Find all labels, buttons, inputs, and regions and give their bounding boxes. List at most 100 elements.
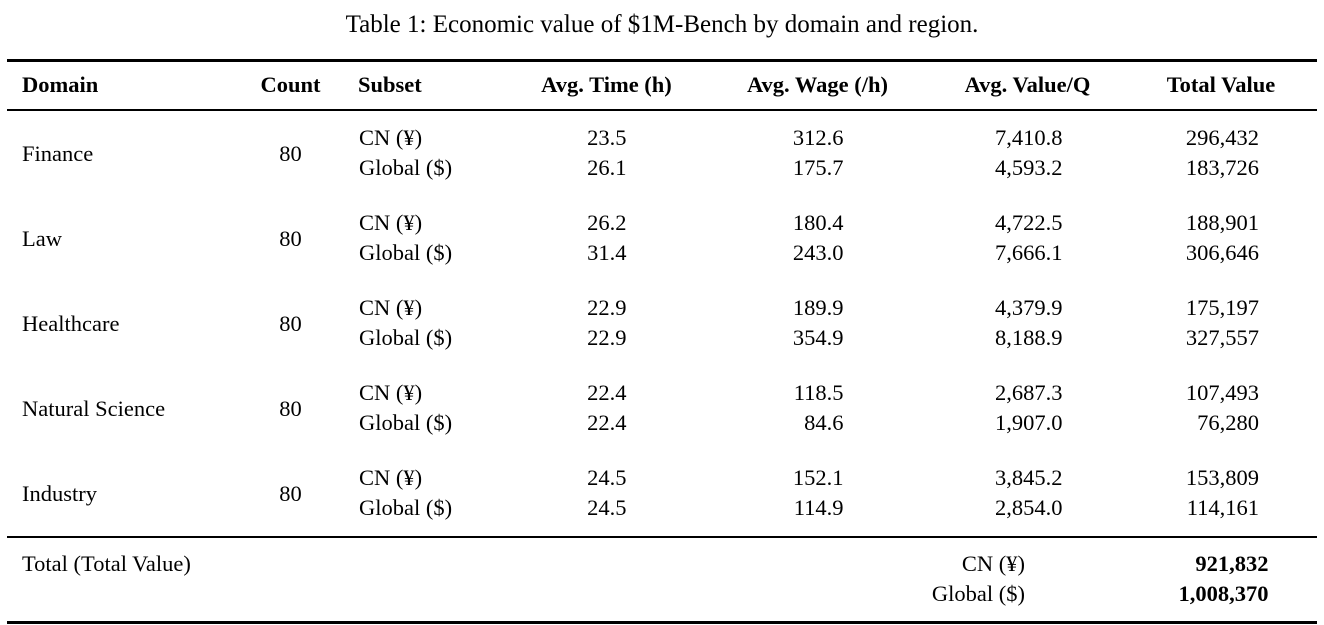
total-value-cell: 327,557 bbox=[1125, 323, 1317, 366]
cell-value: 8,188.9 bbox=[995, 325, 1063, 350]
total-value-total-cell: 1,008,370 bbox=[1125, 579, 1317, 623]
avg-time-cell: 31.4 bbox=[508, 238, 705, 281]
economic-value-table: Domain Count Subset Avg. Time (h) Avg. W… bbox=[7, 59, 1317, 624]
total-value-cell: 114,161 bbox=[1125, 493, 1317, 537]
col-header-domain: Domain bbox=[22, 72, 99, 97]
cell-value: 175,197 bbox=[1185, 295, 1259, 320]
cell-value: 22.9 bbox=[587, 295, 627, 320]
avg-wage-cell: 84.6 bbox=[705, 408, 930, 451]
cell-value: 22.4 bbox=[587, 410, 627, 435]
avg-wage-cell: 189.9 bbox=[705, 281, 930, 323]
subset-row-global: Global ($) 22.9 354.9 8,188.9 327,557 bbox=[7, 323, 1317, 366]
cell-value: 306,646 bbox=[1185, 240, 1259, 265]
cell-value: 153,809 bbox=[1185, 465, 1259, 490]
subset-cell: CN (¥) bbox=[359, 295, 423, 320]
subset-row-cn: Industry 80 CN (¥) 24.5 152.1 3,845.2 15… bbox=[7, 451, 1317, 506]
cell-value: 22.9 bbox=[587, 325, 627, 350]
cell-value: 114.9 bbox=[793, 495, 844, 520]
cell-value: 114,161 bbox=[1186, 495, 1259, 520]
subset-row-global: Global ($) 24.5 114.9 2,854.0 114,161 bbox=[7, 493, 1317, 537]
avg-value-q-cell: 4,593.2 bbox=[930, 153, 1125, 196]
total-subset-cell: Global ($) bbox=[931, 581, 1025, 606]
subset-cell: Global ($) bbox=[359, 240, 453, 265]
cell-value: 1,907.0 bbox=[995, 410, 1063, 435]
avg-time-cell: 24.5 bbox=[508, 493, 705, 537]
avg-value-q-cell: 7,666.1 bbox=[930, 238, 1125, 281]
domain-group-industry: Industry 80 CN (¥) 24.5 152.1 3,845.2 15… bbox=[7, 451, 1317, 537]
avg-value-q-cell: 8,188.9 bbox=[930, 323, 1125, 366]
avg-time-cell: 22.9 bbox=[508, 323, 705, 366]
avg-value-q-cell: 3,845.2 bbox=[930, 451, 1125, 493]
cell-value: 107,493 bbox=[1185, 380, 1259, 405]
domain-cell: Natural Science bbox=[22, 395, 166, 421]
domain-group-law: Law 80 CN (¥) 26.2 180.4 4,722.5 188,901… bbox=[7, 196, 1317, 281]
cell-value: 24.5 bbox=[587, 465, 627, 490]
cell-value: 3,845.2 bbox=[995, 465, 1063, 490]
subset-cell: CN (¥) bbox=[359, 125, 423, 150]
col-header-subset: Subset bbox=[358, 72, 422, 97]
domain-cell: Healthcare bbox=[22, 310, 120, 336]
subset-cell: Global ($) bbox=[359, 325, 453, 350]
table-header: Domain Count Subset Avg. Time (h) Avg. W… bbox=[7, 61, 1317, 110]
subset-cell: Global ($) bbox=[359, 495, 453, 520]
count-cell: 80 bbox=[279, 480, 302, 506]
cell-value: 2,854.0 bbox=[995, 495, 1063, 520]
cell-value: 23.5 bbox=[587, 125, 627, 150]
subset-row-global: Global ($) 26.1 175.7 4,593.2 183,726 bbox=[7, 153, 1317, 196]
cell-value: 7,410.8 bbox=[995, 125, 1063, 150]
cell-value: 175.7 bbox=[792, 155, 844, 180]
avg-time-cell: 22.4 bbox=[508, 408, 705, 451]
avg-value-q-cell: 2,854.0 bbox=[930, 493, 1125, 537]
cell-value: 31.4 bbox=[587, 240, 627, 265]
avg-value-q-cell: 7,410.8 bbox=[930, 110, 1125, 153]
avg-time-cell: 24.5 bbox=[508, 451, 705, 493]
col-header-avg-value-q: Avg. Value/Q bbox=[964, 72, 1091, 97]
header-row: Domain Count Subset Avg. Time (h) Avg. W… bbox=[7, 61, 1317, 110]
total-value-cell: 153,809 bbox=[1125, 451, 1317, 493]
total-row-global: Global ($) 1,008,370 bbox=[7, 579, 1317, 623]
avg-value-q-cell: 4,722.5 bbox=[930, 196, 1125, 238]
count-cell: 80 bbox=[279, 310, 302, 336]
col-header-count: Count bbox=[260, 72, 321, 97]
avg-time-cell: 26.2 bbox=[508, 196, 705, 238]
avg-value-q-cell: 2,687.3 bbox=[930, 366, 1125, 408]
domain-cell: Industry bbox=[22, 480, 97, 506]
cell-value: 26.2 bbox=[587, 210, 627, 235]
total-value-cell: 306,646 bbox=[1125, 238, 1317, 281]
avg-time-cell: 26.1 bbox=[508, 153, 705, 196]
cell-value: 921,832 bbox=[1195, 551, 1269, 576]
avg-time-cell: 22.9 bbox=[508, 281, 705, 323]
avg-wage-cell: 180.4 bbox=[705, 196, 930, 238]
total-value-cell: 76,280 bbox=[1125, 408, 1317, 451]
total-value-cell: 296,432 bbox=[1125, 110, 1317, 153]
cell-value: 243.0 bbox=[792, 240, 844, 265]
cell-value: 296,432 bbox=[1185, 125, 1259, 150]
domain-group-finance: Finance 80 CN (¥) 23.5 312.6 7,410.8 296… bbox=[7, 110, 1317, 196]
col-header-avg-time: Avg. Time (h) bbox=[541, 72, 672, 97]
avg-wage-cell: 118.5 bbox=[705, 366, 930, 408]
subset-cell: Global ($) bbox=[359, 410, 453, 435]
count-cell: 80 bbox=[279, 395, 302, 421]
cell-value: 180.4 bbox=[792, 210, 844, 235]
subset-row-cn: Law 80 CN (¥) 26.2 180.4 4,722.5 188,901 bbox=[7, 196, 1317, 251]
domain-group-healthcare: Healthcare 80 CN (¥) 22.9 189.9 4,379.9 … bbox=[7, 281, 1317, 366]
total-value-cell: 107,493 bbox=[1125, 366, 1317, 408]
domain-group-natural-science: Natural Science 80 CN (¥) 22.4 118.5 2,6… bbox=[7, 366, 1317, 451]
avg-time-cell: 22.4 bbox=[508, 366, 705, 408]
subset-row-global: Global ($) 31.4 243.0 7,666.1 306,646 bbox=[7, 238, 1317, 281]
avg-wage-cell: 114.9 bbox=[705, 493, 930, 537]
total-subset-cell: CN (¥) bbox=[961, 551, 1025, 576]
table-caption: Table 1: Economic value of $1M-Bench by … bbox=[345, 11, 979, 38]
cell-value: 7,666.1 bbox=[995, 240, 1063, 265]
cell-value: 118.5 bbox=[793, 380, 844, 405]
cell-value: 354.9 bbox=[792, 325, 844, 350]
cell-value: 26.1 bbox=[587, 155, 627, 180]
cell-value: 1,008,370 bbox=[1178, 581, 1269, 606]
col-header-avg-wage: Avg. Wage (/h) bbox=[746, 72, 889, 97]
domain-cell: Law bbox=[22, 225, 62, 251]
subset-row-cn: Healthcare 80 CN (¥) 22.9 189.9 4,379.9 … bbox=[7, 281, 1317, 336]
total-row-cn: Total (Total Value) CN (¥) 921,832 bbox=[7, 537, 1317, 579]
subset-cell: CN (¥) bbox=[359, 380, 423, 405]
avg-value-q-cell: 4,379.9 bbox=[930, 281, 1125, 323]
domain-cell: Finance bbox=[22, 140, 94, 166]
